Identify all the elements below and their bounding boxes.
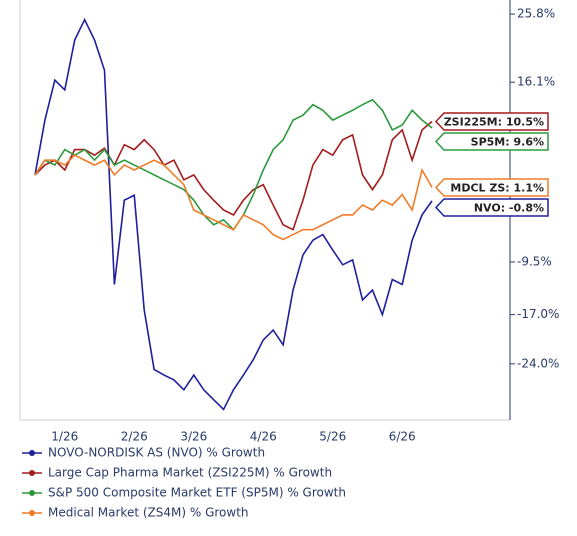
legend-marker	[29, 470, 35, 476]
x-tick-label: 6/26	[389, 430, 416, 444]
end-tag	[434, 112, 549, 131]
end-tag-label: MDCL ZS: 1.1%	[450, 182, 544, 195]
series-line	[34, 120, 433, 231]
legend-label: Medical Market (ZS4M) % Growth	[48, 506, 249, 520]
y-tick-label: -9.5%	[517, 254, 552, 268]
end-tag	[434, 132, 549, 151]
y-tick-label: -24.0%	[517, 356, 559, 370]
legend-label: Large Cap Pharma Market (ZSI225M) % Grow…	[48, 466, 332, 480]
end-tag	[434, 178, 549, 197]
legend-marker	[29, 490, 35, 496]
x-tick-label: 3/26	[180, 430, 207, 444]
legend-marker	[29, 510, 35, 516]
x-tick-label: 2/26	[121, 430, 148, 444]
legend-label: S&P 500 Composite Market ETF (SP5M) % Gr…	[48, 486, 346, 500]
y-tick-label: 16.1%	[517, 75, 555, 89]
series-line	[34, 17, 433, 411]
y-tick-label: -17.0%	[517, 307, 559, 321]
y-tick-label: 25.8%	[517, 7, 555, 21]
x-tick-label: 4/26	[250, 430, 277, 444]
end-tag	[434, 198, 549, 217]
end-tag-label: SP5M: 9.6%	[471, 136, 544, 149]
series-line	[34, 154, 433, 241]
legend-label: NOVO-NORDISK AS (NVO) % Growth	[48, 446, 265, 460]
x-tick-label: 1/26	[51, 430, 78, 444]
end-tag-label: ZSI225M: 10.5%	[444, 116, 544, 129]
legend-marker	[29, 450, 35, 456]
end-tag-label: NVO: -0.8%	[474, 202, 544, 215]
x-tick-label: 5/26	[319, 430, 346, 444]
